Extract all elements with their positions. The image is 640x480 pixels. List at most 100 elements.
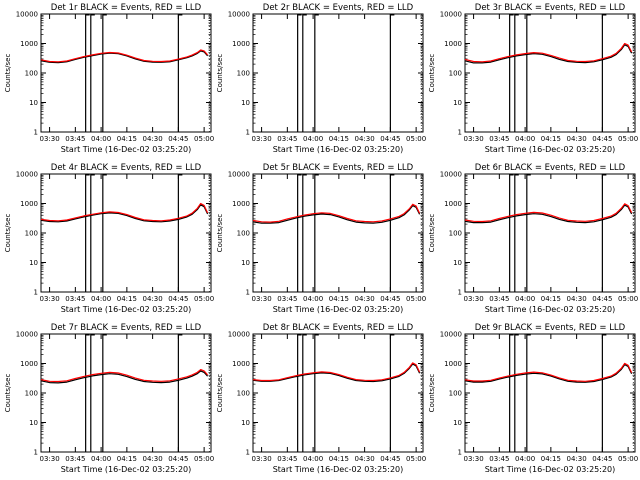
x-tick-label: 05:00 — [194, 135, 214, 143]
x-tick-label: 03:30 — [251, 135, 271, 143]
y-axis-label: Counts/sec — [428, 214, 436, 253]
chart-title: Det 1r BLACK = Events, RED = LLD — [51, 3, 202, 13]
x-tick-label: 03:30 — [39, 295, 59, 303]
y-tick-label: 10 — [453, 99, 462, 107]
x-tick-label: 03:30 — [39, 455, 59, 463]
y-axis-label: Counts/sec — [428, 374, 436, 413]
x-tick-label: 04:15 — [329, 455, 349, 463]
chart-panel-3: Det 3r BLACK = Events, RED = LLD Counts/s… — [428, 3, 638, 154]
chart-panel-2: Det 2r BLACK = Events, RED = LLD Counts/s… — [216, 3, 426, 154]
events-series-line — [464, 204, 633, 224]
y-tick-label: 1 — [34, 289, 38, 297]
events-series-line — [464, 364, 633, 383]
y-tick-label: 100 — [449, 230, 462, 238]
chart-title: Det 7r BLACK = Events, RED = LLD — [51, 323, 202, 333]
y-tick-label: 10000 — [16, 11, 38, 19]
y-tick-label: 1 — [34, 449, 38, 457]
x-tick-label: 04:00 — [303, 295, 323, 303]
chart-title: Det 9r BLACK = Events, RED = LLD — [475, 323, 626, 333]
events-series-line — [40, 50, 209, 64]
x-axis-label: Start Time (16-Dec-02 03:25:20) — [485, 145, 616, 154]
x-tick-label: 04:00 — [303, 455, 323, 463]
events-series-line — [252, 205, 421, 224]
y-tick-label: 1000 — [444, 360, 462, 368]
x-tick-label: 04:15 — [117, 295, 137, 303]
x-axis-label: Start Time (16-Dec-02 03:25:20) — [273, 465, 404, 474]
lld-series-line — [464, 203, 633, 223]
lld-series-line — [40, 202, 209, 222]
x-tick-label: 04:30 — [143, 135, 163, 143]
y-axis-label: Counts/sec — [216, 54, 224, 93]
y-tick-label: 100 — [237, 70, 250, 78]
x-tick-label: 03:45 — [277, 295, 297, 303]
x-tick-label: 04:45 — [592, 455, 612, 463]
x-tick-label: 04:15 — [117, 455, 137, 463]
y-tick-label: 1000 — [232, 40, 250, 48]
x-tick-label: 05:00 — [194, 455, 214, 463]
lld-series-line — [40, 369, 209, 383]
x-axis-label: Start Time (16-Dec-02 03:25:20) — [485, 465, 616, 474]
y-tick-label: 1000 — [20, 200, 38, 208]
x-tick-label: 03:45 — [489, 135, 509, 143]
y-tick-label: 100 — [25, 390, 38, 398]
y-axis-label: Counts/sec — [4, 214, 12, 253]
x-tick-label: 04:15 — [541, 455, 561, 463]
x-tick-label: 04:15 — [117, 135, 137, 143]
x-tick-label: 04:45 — [592, 135, 612, 143]
x-tick-label: 04:30 — [355, 455, 375, 463]
x-axis-label: Start Time (16-Dec-02 03:25:20) — [61, 145, 192, 154]
y-axis-label: Counts/sec — [216, 214, 224, 253]
y-tick-label: 1 — [246, 449, 250, 457]
lld-series-line — [40, 49, 209, 63]
x-tick-label: 03:30 — [463, 295, 483, 303]
events-series-line — [252, 363, 421, 383]
x-axis-label: Start Time (16-Dec-02 03:25:20) — [273, 145, 404, 154]
lld-series-line — [464, 362, 633, 382]
x-tick-label: 03:30 — [463, 455, 483, 463]
x-tick-label: 04:30 — [355, 295, 375, 303]
y-tick-label: 1000 — [444, 200, 462, 208]
y-tick-label: 100 — [25, 230, 38, 238]
x-tick-label: 05:00 — [618, 455, 638, 463]
x-axis-label: Start Time (16-Dec-02 03:25:20) — [61, 465, 192, 474]
x-tick-label: 03:45 — [277, 135, 297, 143]
lld-series-line — [464, 42, 633, 63]
lld-series-line — [252, 362, 421, 382]
x-tick-label: 03:45 — [489, 455, 509, 463]
x-tick-label: 04:00 — [515, 455, 535, 463]
y-tick-label: 10 — [29, 99, 38, 107]
x-tick-label: 03:30 — [463, 135, 483, 143]
x-tick-label: 04:00 — [91, 135, 111, 143]
chart-panel-7: Det 7r BLACK = Events, RED = LLD Counts/s… — [4, 323, 214, 474]
y-tick-label: 10 — [29, 419, 38, 427]
y-tick-label: 100 — [237, 390, 250, 398]
chart-title: Det 6r BLACK = Events, RED = LLD — [475, 163, 626, 173]
x-tick-label: 04:30 — [567, 455, 587, 463]
y-tick-label: 1 — [34, 129, 38, 137]
x-tick-label: 04:15 — [329, 295, 349, 303]
y-tick-label: 10000 — [228, 331, 250, 339]
x-tick-label: 04:45 — [380, 295, 400, 303]
x-axis-label: Start Time (16-Dec-02 03:25:20) — [273, 305, 404, 314]
x-tick-label: 04:00 — [91, 455, 111, 463]
x-tick-label: 05:00 — [618, 295, 638, 303]
x-tick-label: 05:00 — [406, 455, 426, 463]
x-tick-label: 04:45 — [168, 455, 188, 463]
x-tick-label: 04:00 — [515, 295, 535, 303]
y-tick-label: 10000 — [228, 11, 250, 19]
y-tick-label: 10000 — [16, 171, 38, 179]
chart-panel-4: Det 4r BLACK = Events, RED = LLD Counts/s… — [4, 163, 214, 314]
x-tick-label: 04:15 — [541, 295, 561, 303]
y-tick-label: 10000 — [440, 171, 462, 179]
x-tick-label: 03:45 — [277, 455, 297, 463]
x-tick-label: 04:00 — [303, 135, 323, 143]
chart-title: Det 4r BLACK = Events, RED = LLD — [51, 163, 202, 173]
y-tick-label: 1 — [458, 129, 462, 137]
y-tick-label: 100 — [25, 70, 38, 78]
chart-title: Det 2r BLACK = Events, RED = LLD — [263, 3, 414, 13]
y-tick-label: 100 — [237, 230, 250, 238]
x-tick-label: 04:30 — [567, 295, 587, 303]
y-tick-label: 10 — [29, 259, 38, 267]
